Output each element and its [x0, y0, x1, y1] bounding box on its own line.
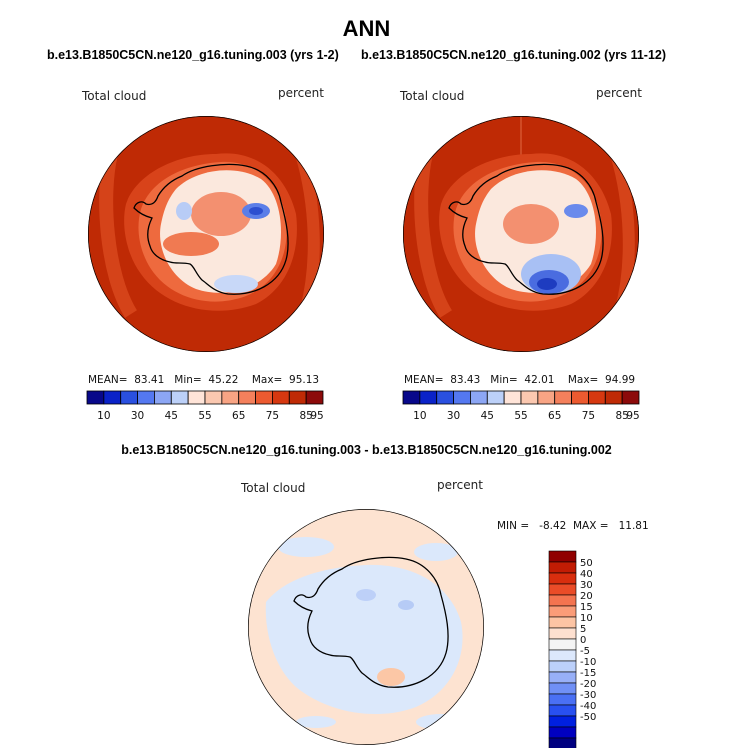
- colorbar-box: [548, 715, 577, 728]
- diff-minmax: MIN = -8.42 MAX = 11.81: [497, 520, 649, 532]
- colorbar-tick-label: 40: [580, 569, 593, 580]
- colorbar-tick-label: -30: [580, 690, 596, 701]
- colorbar-box: [288, 390, 307, 405]
- colorbar-tick-label: 95: [626, 410, 639, 422]
- colorbar-box: [548, 583, 577, 596]
- left-panel-title: b.e13.B1850C5CN.ne120_g16.tuning.003 (yr…: [47, 48, 339, 62]
- colorbar-box: [548, 572, 577, 585]
- colorbar-tick-label: 55: [514, 410, 527, 422]
- colorbar-box: [548, 737, 577, 748]
- colorbar-box: [204, 390, 223, 405]
- colorbar-tick-label: 30: [447, 410, 460, 422]
- figure-title: ANN: [342, 16, 391, 41]
- colorbar-box: [103, 390, 122, 405]
- colorbar-tick-label: 85: [299, 410, 312, 422]
- colorbar-box: [548, 627, 577, 640]
- colorbar-tick-label: -15: [580, 668, 596, 679]
- colorbar-box: [548, 638, 577, 651]
- colorbar-tick-label: 10: [413, 410, 426, 422]
- colorbar-box: [503, 390, 522, 405]
- colorbar-box: [170, 390, 189, 405]
- colorbar-box: [537, 390, 556, 405]
- colorbar-tick-label: 75: [266, 410, 279, 422]
- colorbar-box: [548, 682, 577, 695]
- colorbar-tick-label: 65: [548, 410, 561, 422]
- colorbar-tick-label: 30: [131, 410, 144, 422]
- colorbar-box: [588, 390, 606, 405]
- diff-field-label: Total cloud: [241, 481, 306, 495]
- colorbar-box: [548, 660, 577, 673]
- colorbar-box: [402, 390, 421, 405]
- colorbar-tick-label: 95: [310, 410, 323, 422]
- colorbar-tick-label: 10: [97, 410, 110, 422]
- colorbar-box: [554, 390, 572, 405]
- colorbar-tick-label: 15: [580, 602, 593, 613]
- colorbar-box: [255, 390, 273, 405]
- left-units-label: percent: [278, 86, 324, 100]
- right-field-label: Total cloud: [400, 89, 465, 103]
- colorbar-box: [548, 605, 577, 618]
- colorbar-box: [486, 390, 505, 405]
- colorbar-box: [548, 693, 577, 706]
- colorbar-box: [571, 390, 589, 405]
- colorbar-box: [548, 726, 577, 739]
- colorbar-tick-label: 85: [615, 410, 628, 422]
- colorbar-tick-label: -20: [580, 679, 596, 690]
- colorbar-box: [470, 390, 488, 405]
- colorbar-tick-label: 75: [582, 410, 595, 422]
- right-units-label: percent: [596, 86, 642, 100]
- colorbar-box: [548, 616, 577, 629]
- colorbar-box: [520, 390, 539, 405]
- diff-polar-map: [248, 509, 484, 745]
- colorbar-box: [621, 390, 640, 405]
- colorbar-tick-label: 65: [232, 410, 245, 422]
- colorbar-box: [238, 390, 256, 405]
- colorbar-tick-label: 55: [198, 410, 211, 422]
- colorbar-box: [137, 390, 155, 405]
- colorbar-tick-label: 30: [580, 580, 593, 591]
- colorbar-box: [548, 649, 577, 662]
- colorbar-tick-label: 20: [580, 591, 593, 602]
- colorbar-box: [120, 390, 138, 405]
- colorbar-tick-label: 45: [165, 410, 178, 422]
- diff-land-field: [265, 564, 463, 715]
- colorbar-box: [221, 390, 240, 405]
- colorbar-box: [305, 390, 324, 405]
- diff-units-label: percent: [437, 478, 483, 492]
- colorbar-tick-label: -5: [580, 646, 590, 657]
- colorbar-tick-label: 45: [481, 410, 494, 422]
- left-mean-stat: MEAN= 83.41 Min= 45.22 Max= 95.13: [88, 374, 320, 386]
- colorbar-box: [419, 390, 438, 405]
- colorbar-tick-label: 10: [580, 613, 593, 624]
- colorbar-box: [154, 390, 172, 405]
- colorbar-tick-label: 5: [580, 624, 586, 635]
- left-polar-map: [88, 116, 324, 352]
- colorbar-tick-label: -40: [580, 701, 596, 712]
- colorbar-box: [548, 594, 577, 607]
- colorbar-box: [548, 561, 577, 574]
- right-polar-map: [403, 116, 639, 352]
- colorbar-box: [548, 550, 577, 563]
- colorbar-tick-label: -10: [580, 657, 596, 668]
- colorbar-box: [86, 390, 105, 405]
- right-mean-stat: MEAN= 83.43 Min= 42.01 Max= 94.99: [404, 374, 636, 386]
- colorbar-box: [453, 390, 471, 405]
- colorbar-tick-label: 0: [580, 635, 586, 646]
- colorbar-tick-label: -50: [580, 712, 596, 723]
- colorbar-box: [272, 390, 290, 405]
- right-panel-title: b.e13.B1850C5CN.ne120_g16.tuning.002 (yr…: [361, 48, 667, 62]
- colorbar-box: [436, 390, 454, 405]
- colorbar-box: [604, 390, 623, 405]
- left-field-label: Total cloud: [82, 89, 147, 103]
- colorbar-box: [187, 390, 206, 405]
- colorbar-box: [548, 704, 577, 717]
- colorbar-tick-label: 50: [580, 558, 593, 569]
- diff-panel-title: b.e13.B1850C5CN.ne120_g16.tuning.003 - b…: [121, 443, 612, 457]
- colorbar-box: [548, 671, 577, 684]
